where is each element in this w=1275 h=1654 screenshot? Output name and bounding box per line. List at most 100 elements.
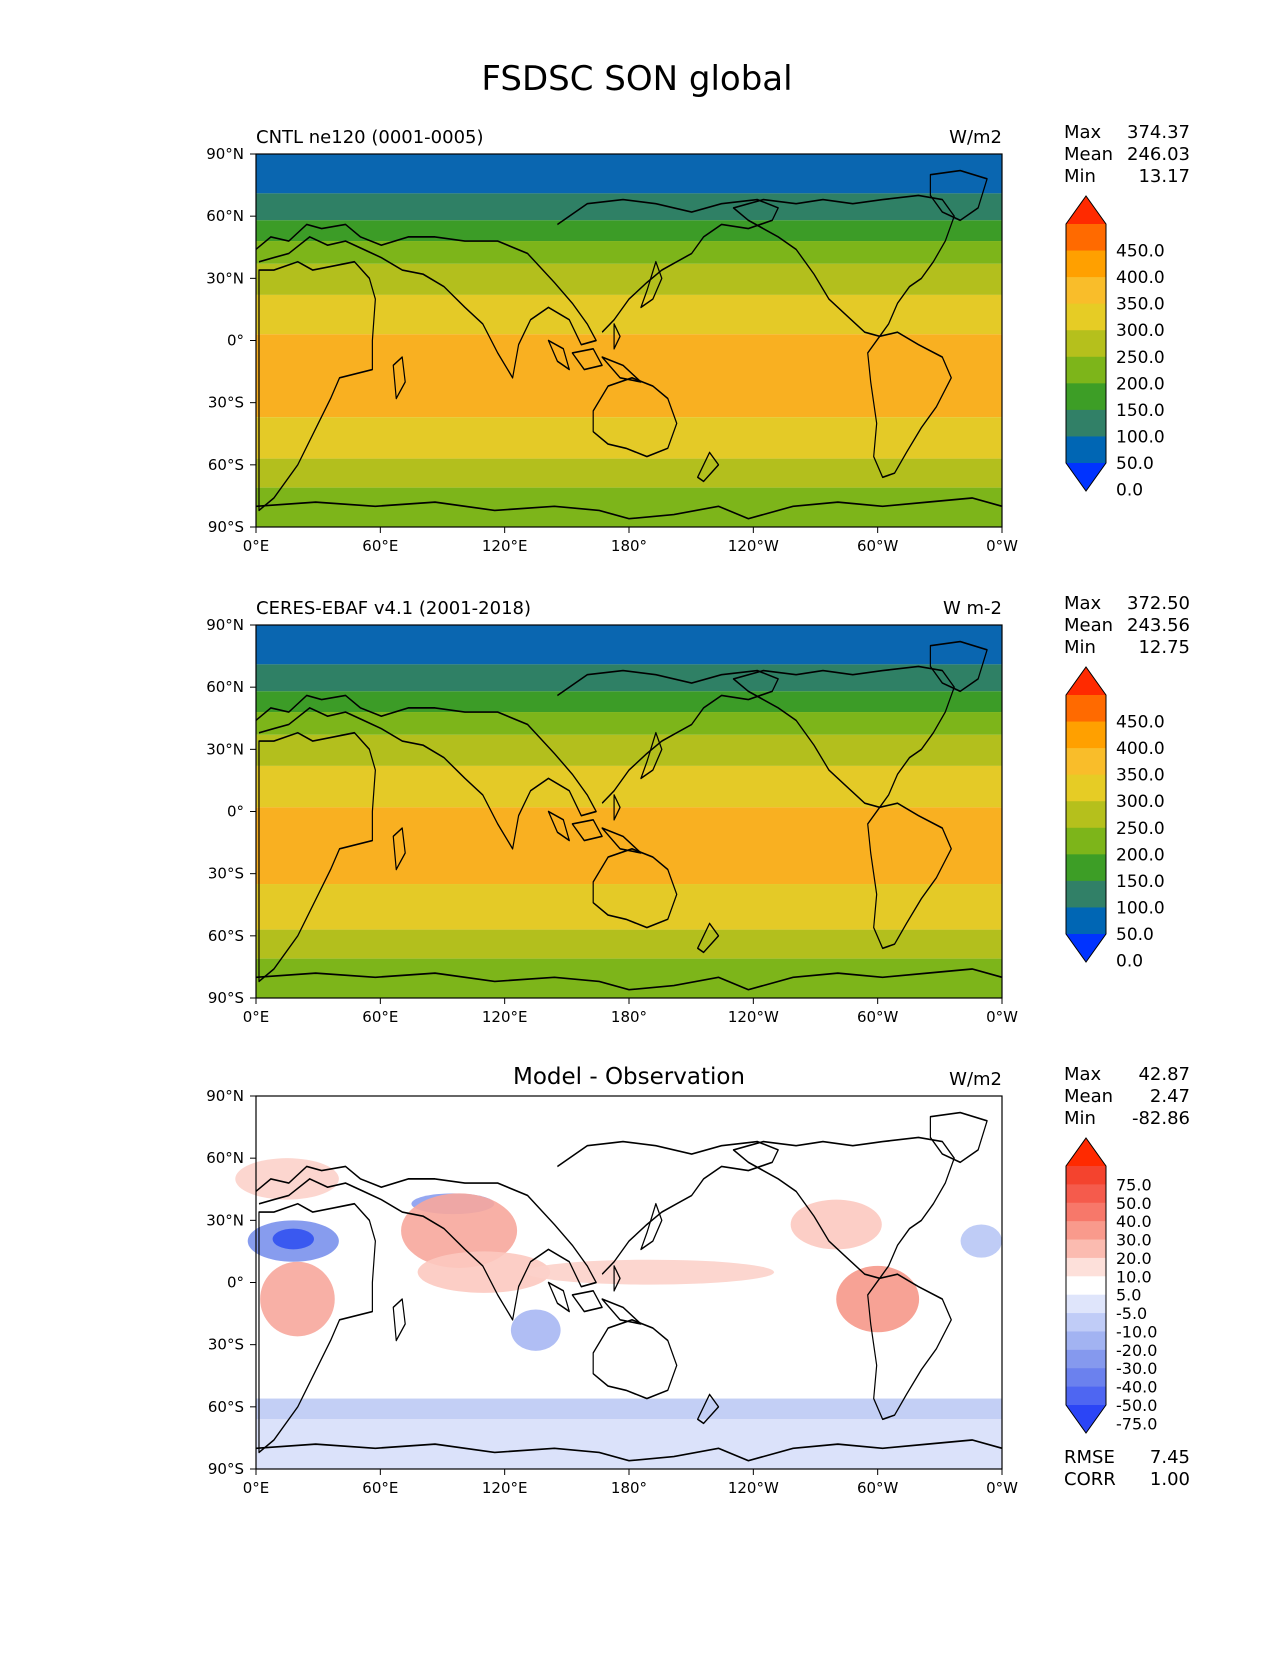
zonal-band: [256, 712, 1002, 735]
stat-value: -82.86: [1132, 1108, 1190, 1129]
colorbar-segment: [1066, 1349, 1106, 1369]
zonal-band: [256, 734, 1002, 766]
colorbar-segment: [1066, 1166, 1106, 1185]
y-tick-label: 60°N: [206, 678, 244, 696]
colorbar-segment: [1066, 409, 1106, 437]
colorbar-extend-bottom: [1066, 463, 1106, 491]
zonal-band: [256, 807, 1002, 885]
stat-label: Min: [1064, 166, 1096, 187]
colorbar-segment: [1066, 907, 1106, 935]
colorbar-extend-top: [1066, 1138, 1106, 1166]
colorbar-outline: [1065, 195, 1107, 492]
colorbar-segment: [1066, 854, 1106, 882]
stat-label: Mean: [1064, 615, 1113, 636]
colorbar-segment: [1066, 1221, 1106, 1241]
colorbar-label: 50.0: [1116, 454, 1154, 474]
colorbar-segment: [1066, 880, 1106, 908]
colorbar-segment: [1066, 1257, 1106, 1277]
x-tick-label: 180°: [611, 1479, 647, 1497]
colorbar-segment: [1066, 801, 1106, 829]
colorbar-segment: [1066, 224, 1106, 252]
stat-label: Mean: [1064, 1086, 1113, 1107]
colorbar-label: 200.0: [1116, 374, 1165, 394]
anomaly-region: [235, 1158, 339, 1200]
panel-1: 0°E 60°E 120°E 180° 120°W 60°W 0°W 90°N 60°N 30°N…: [206, 122, 1190, 555]
colorbar-segment: [1066, 1239, 1106, 1259]
colorbar-label: 400.0: [1116, 739, 1165, 759]
colorbar-segment: [1066, 356, 1106, 384]
colorbar-segment: [1066, 1276, 1106, 1296]
colorbar-label: 40.0: [1116, 1212, 1152, 1231]
colorbar-label: 150.0: [1116, 401, 1165, 421]
colorbar-label: 250.0: [1116, 348, 1165, 368]
panel-title: CERES-EBAF v4.1 (2001-2018): [256, 598, 531, 619]
x-tick-label: 120°E: [482, 1479, 528, 1497]
x-tick-label: 60°W: [857, 537, 899, 555]
stat-value: 42.87: [1138, 1064, 1190, 1085]
colorbar: 450.0 400.0 350.0 300.0 250.0 200.0 150.0 100.0…: [1065, 195, 1165, 501]
colorbar-segment: [1066, 1368, 1106, 1388]
stat-value: 2.47: [1150, 1086, 1190, 1107]
y-tick-label: 90°S: [208, 518, 244, 536]
panel-title: CNTL ne120 (0001-0005): [256, 127, 484, 148]
extra-stat-value: 1.00: [1150, 1469, 1190, 1490]
extra-stat-label: CORR: [1064, 1469, 1116, 1490]
y-tick-label: 60°N: [206, 1149, 244, 1167]
colorbar-segment: [1066, 1331, 1106, 1351]
colorbar-label: 100.0: [1116, 427, 1165, 447]
zonal-band: [256, 334, 1002, 418]
colorbar-label: -50.0: [1116, 1396, 1157, 1415]
panel-units: W m-2: [943, 598, 1002, 619]
x-tick-label: 120°E: [482, 1008, 528, 1026]
colorbar-label: 400.0: [1116, 268, 1165, 288]
colorbar-label: 30.0: [1116, 1231, 1152, 1250]
zonal-band: [256, 241, 1002, 264]
colorbar-label: 450.0: [1116, 713, 1165, 733]
x-tick-label: 0°E: [243, 537, 270, 555]
colorbar-segment: [1066, 303, 1106, 331]
stat-value: 243.56: [1127, 615, 1190, 636]
colorbar-segment: [1066, 383, 1106, 411]
colorbar-outline: [1065, 666, 1107, 963]
y-tick-label: 30°N: [206, 740, 244, 758]
colorbar-label: 20.0: [1116, 1249, 1152, 1268]
zonal-band: [256, 294, 1002, 335]
colorbar-segment: [1066, 695, 1106, 723]
x-tick-label: 60°W: [857, 1008, 899, 1026]
stat-value: 12.75: [1138, 637, 1190, 658]
stat-label: Max: [1064, 593, 1102, 614]
stat-value: 246.03: [1127, 144, 1190, 165]
colorbar-segment: [1066, 748, 1106, 776]
x-tick-label: 0°W: [986, 1008, 1018, 1026]
zonal-band: [256, 458, 1002, 488]
y-tick-label: 0°: [227, 1274, 244, 1292]
colorbar-segment: [1066, 1294, 1106, 1314]
x-tick-label: 120°W: [728, 537, 779, 555]
y-tick-label: 30°S: [208, 394, 244, 412]
zonal-band: [256, 417, 1002, 459]
x-tick-label: 60°W: [857, 1479, 899, 1497]
anomaly-region: [790, 1199, 882, 1250]
y-tick-label: 60°S: [208, 927, 244, 945]
anomaly-region: [525, 1259, 775, 1285]
zonal-band: [256, 625, 1002, 665]
colorbar-label: 300.0: [1116, 792, 1165, 812]
colorbar-extend-top: [1066, 667, 1106, 695]
y-tick-label: 0°: [227, 332, 244, 350]
stat-label: Max: [1064, 1064, 1102, 1085]
colorbar-label: -30.0: [1116, 1359, 1157, 1378]
panel-3: 0°E 60°E 120°E 180° 120°W 60°W 0°W 90°N 60°N 30°N…: [206, 1064, 1190, 1497]
colorbar-segment: [1066, 827, 1106, 855]
colorbar-label: -5.0: [1116, 1304, 1147, 1323]
anomaly-region: [260, 1261, 335, 1337]
panel-2: 0°E 60°E 120°E 180° 120°W 60°W 0°W 90°N 60°N 30°N…: [206, 593, 1190, 1026]
colorbar-extend-bottom: [1066, 1405, 1106, 1433]
anomaly-region: [836, 1265, 920, 1333]
colorbar: 75.050.040.030.020.010.05.0-5.0-10.0-20.…: [1065, 1137, 1157, 1434]
y-tick-label: 90°S: [208, 989, 244, 1007]
stat-label: Min: [1064, 1108, 1096, 1129]
x-tick-label: 60°E: [362, 1479, 398, 1497]
panel-units: W/m2: [949, 127, 1002, 148]
y-tick-label: 30°S: [208, 1336, 244, 1354]
